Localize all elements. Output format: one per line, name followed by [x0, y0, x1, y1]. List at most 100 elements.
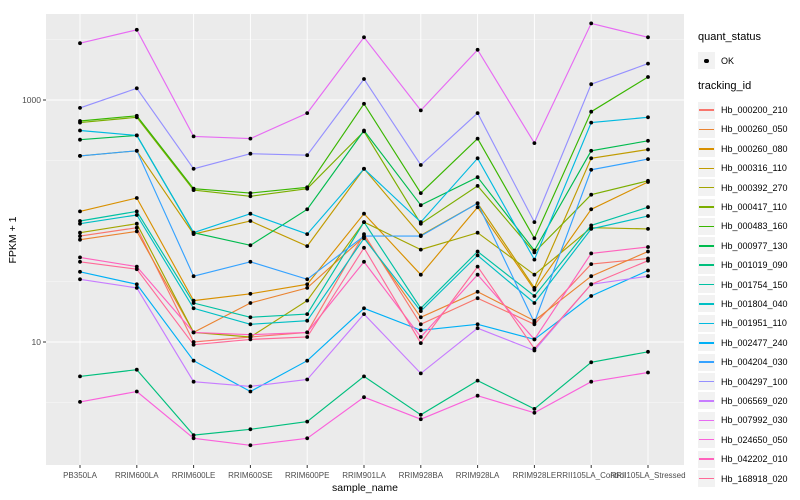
data-point — [646, 178, 650, 183]
legend-label: Hb_168918_020 — [721, 473, 788, 484]
data-point — [191, 166, 196, 171]
data-point — [362, 374, 366, 379]
data-point — [134, 209, 139, 214]
legend-item: Hb_001951_110 — [698, 314, 798, 333]
data-point — [362, 259, 366, 264]
data-point — [248, 443, 253, 448]
line-swatch-icon — [699, 283, 714, 286]
legend-label: Hb_000483_160 — [721, 221, 788, 232]
data-point — [134, 264, 139, 269]
data-point — [475, 393, 480, 398]
data-point — [305, 419, 310, 424]
legend-item: Hb_002477_240 — [698, 333, 798, 352]
legend-title-quant-status: quant_status — [698, 31, 761, 43]
line-swatch-icon — [699, 458, 714, 460]
line-swatch-icon — [699, 206, 714, 208]
data-point — [191, 230, 196, 235]
data-point — [78, 400, 82, 404]
data-point — [78, 234, 82, 239]
legend-label-ok: OK — [721, 55, 735, 66]
legend-label: Hb_006569_020 — [721, 395, 788, 406]
data-point — [475, 322, 480, 327]
legend-item: Hb_000483_160 — [698, 217, 798, 236]
legend-item: Hb_000977_130 — [698, 236, 798, 255]
data-point — [78, 221, 82, 226]
data-point — [475, 111, 480, 115]
line-swatch-icon — [699, 186, 714, 189]
data-point — [191, 134, 196, 139]
line-swatch-icon — [699, 342, 714, 344]
data-point — [305, 298, 310, 303]
data-point — [589, 274, 594, 279]
line-swatch-icon — [699, 400, 714, 402]
legend-label: Hb_002477_240 — [721, 337, 788, 348]
data-point — [134, 229, 139, 234]
data-point — [78, 230, 82, 235]
data-point — [475, 296, 480, 301]
data-point — [646, 268, 650, 273]
data-point — [248, 389, 253, 394]
data-point — [248, 191, 253, 196]
x-tick-label: RRII105LA_Control — [557, 471, 627, 480]
legend-label: Hb_000316_110 — [721, 163, 787, 174]
legend-key — [698, 295, 715, 313]
data-point — [418, 272, 423, 277]
data-point — [532, 410, 537, 415]
legend-item: Hb_006569_020 — [698, 391, 798, 410]
data-point — [362, 101, 366, 106]
data-point — [418, 322, 423, 327]
data-point — [589, 207, 594, 212]
data-point — [418, 247, 423, 252]
data-point — [78, 119, 82, 123]
data-point — [589, 294, 594, 298]
legend-item: Hb_000392_270 — [698, 178, 798, 197]
data-point — [191, 274, 196, 279]
legend-item: Hb_004297_100 — [698, 372, 798, 391]
legend-key — [698, 353, 715, 371]
data-point — [418, 108, 423, 113]
x-tick-label: RRIM928LA — [456, 471, 500, 480]
data-point — [532, 301, 537, 305]
data-point — [248, 211, 253, 216]
line-swatch-icon — [699, 167, 714, 169]
legend-item: Hb_000316_110 — [698, 159, 798, 178]
legend-key — [698, 237, 715, 255]
data-point — [646, 249, 650, 254]
data-point — [305, 330, 310, 335]
x-tick-label: RRII105LA_Stressed — [610, 471, 685, 480]
data-point — [532, 220, 537, 225]
data-point — [589, 223, 594, 228]
data-point — [418, 234, 423, 239]
legend-label: Hb_007992_030 — [721, 415, 788, 426]
data-point — [134, 367, 139, 372]
data-point — [191, 340, 196, 344]
data-point — [418, 412, 423, 417]
data-point — [589, 262, 594, 266]
line-swatch-icon — [699, 148, 714, 150]
data-point — [418, 417, 423, 422]
data-point — [248, 151, 253, 156]
line-swatch-icon — [699, 245, 714, 247]
data-point — [191, 342, 196, 347]
legend-items: Hb_000200_210 Hb_000260_050 Hb_000260_080 H… — [698, 100, 798, 488]
data-point — [418, 163, 423, 167]
data-point — [248, 315, 253, 320]
data-point — [532, 257, 537, 262]
data-point — [646, 61, 650, 66]
data-point — [646, 258, 650, 263]
data-point — [362, 395, 366, 400]
x-tick-label: RRIM928LE — [513, 471, 557, 480]
data-point — [248, 243, 253, 248]
data-point — [589, 167, 594, 172]
data-point — [646, 245, 650, 249]
legend-label: Hb_000417_110 — [721, 202, 787, 213]
data-point — [589, 148, 594, 153]
data-point — [589, 21, 594, 26]
data-point — [475, 205, 480, 210]
data-point — [362, 166, 366, 171]
data-point — [78, 41, 82, 46]
legend-key — [698, 392, 715, 410]
data-point — [646, 138, 650, 143]
x-tick-label: RRIM600PE — [285, 471, 329, 480]
